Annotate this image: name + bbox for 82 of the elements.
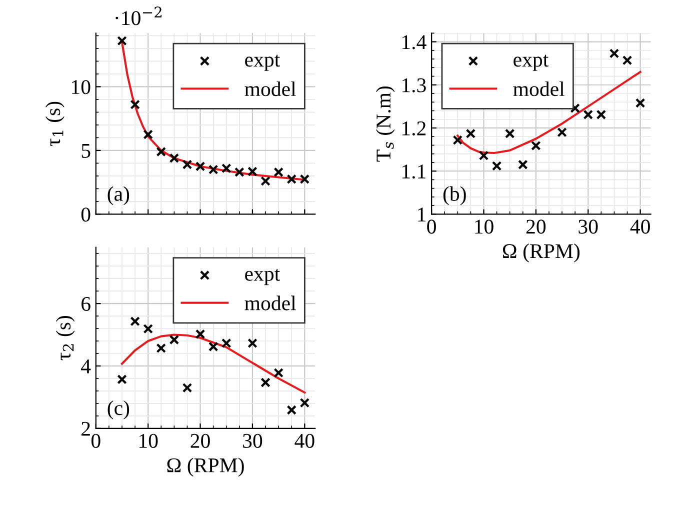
y-tick-label: 10 — [72, 80, 90, 94]
point — [130, 316, 140, 326]
x-tick-label: 20 — [190, 434, 210, 448]
y-tick-label: 6 — [82, 296, 90, 311]
point — [286, 405, 297, 415]
legend-label: model — [244, 296, 296, 310]
point — [234, 167, 244, 178]
point — [518, 160, 528, 170]
y-tick-label: 5 — [82, 144, 90, 158]
x-tick-label: 30 — [243, 434, 262, 448]
point — [274, 167, 284, 178]
line-series — [120, 41, 306, 181]
x-tick-label: 40 — [294, 434, 314, 448]
point — [182, 382, 192, 393]
x-tick-label: 20 — [526, 220, 546, 234]
legend-label: model — [513, 81, 564, 96]
y-tick-label: 0 — [81, 208, 90, 222]
legend-label: expt — [245, 268, 280, 286]
point — [300, 398, 310, 408]
point — [570, 103, 580, 114]
point — [156, 343, 166, 354]
annotation: (b) — [443, 186, 466, 206]
point — [583, 110, 594, 120]
point — [504, 128, 515, 139]
legend-label: expt — [245, 54, 280, 71]
point — [300, 174, 310, 184]
point — [169, 334, 180, 345]
point — [156, 146, 166, 157]
point — [143, 130, 154, 140]
x-tick-label: 0 — [91, 434, 100, 448]
y-axis-title: T$_{s}$ (N.m) — [376, 86, 395, 162]
line-series — [120, 334, 306, 394]
legend-label: model — [244, 81, 296, 96]
annotation: (c) — [108, 400, 130, 420]
point — [531, 140, 541, 151]
y-tick-label: 1.2 — [402, 121, 426, 136]
y-axis-title: τ$_{1}$ (s) — [45, 102, 64, 146]
x-tick-label: 10 — [140, 434, 158, 448]
point — [492, 161, 502, 171]
y-tick-label: 1.4 — [402, 35, 426, 50]
y-tick-label: 4 — [81, 359, 91, 374]
point — [117, 374, 127, 384]
point — [635, 98, 646, 108]
point — [195, 329, 206, 340]
point — [195, 161, 206, 172]
point — [221, 338, 232, 348]
point — [622, 55, 632, 66]
line-series — [456, 70, 642, 154]
point — [260, 378, 270, 388]
point — [221, 163, 232, 174]
text: ·10$^{−2}$ — [116, 6, 162, 26]
y-tick-label: 1 — [418, 208, 426, 222]
point — [130, 100, 140, 110]
x-axis-title: Ω (RPM) — [167, 458, 244, 477]
x-axis-title: Ω (RPM) — [502, 244, 580, 262]
legend-label: expt — [514, 54, 549, 71]
point — [274, 368, 284, 378]
point — [208, 164, 218, 174]
y-tick-label: 1.1 — [402, 164, 426, 179]
point — [452, 135, 463, 145]
x-tick-label: 0 — [427, 220, 436, 234]
point — [117, 36, 127, 46]
y-axis-title: τ$_{2}$ (s) — [56, 316, 75, 360]
point — [596, 110, 606, 120]
point — [260, 176, 270, 186]
point — [143, 324, 154, 334]
y-tick-label: 2 — [82, 422, 90, 436]
y-tick-label: 1.3 — [402, 78, 426, 92]
point — [182, 160, 192, 170]
x-tick-label: 10 — [475, 220, 494, 234]
annotation: (a) — [108, 186, 130, 206]
x-tick-label: 30 — [578, 220, 598, 234]
x-tick-label: 40 — [630, 220, 650, 234]
point — [609, 48, 620, 58]
point — [248, 166, 258, 176]
point — [248, 338, 258, 348]
point — [169, 153, 180, 164]
point — [286, 174, 297, 184]
point — [557, 127, 567, 138]
point — [208, 342, 218, 352]
point — [478, 150, 489, 160]
point — [466, 128, 476, 139]
